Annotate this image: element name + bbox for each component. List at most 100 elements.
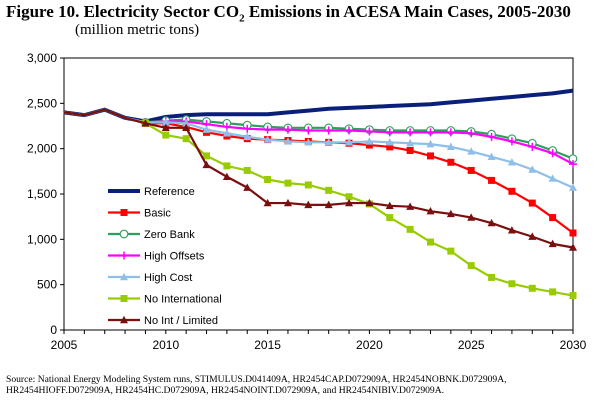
legend-item-basic: Basic [108, 208, 171, 220]
high-cost-point [345, 138, 354, 146]
no-int-limited-point [222, 172, 231, 180]
figure-title-suffix: Emissions in ACESA Main Cases, 2005-2030 [244, 2, 571, 21]
basic-point [447, 158, 455, 166]
no-int-limited-point [569, 243, 577, 251]
basic-point [508, 187, 516, 195]
high-cost-point [426, 139, 435, 148]
legend-item-high-offsets: High Offsets [108, 251, 205, 263]
high-offsets-point [426, 128, 435, 137]
no-int-limited-point [243, 183, 252, 191]
high-cost-point [222, 129, 231, 137]
no-int-limited-point [161, 123, 170, 132]
high-offsets-point [467, 129, 476, 138]
figure-title: Figure 10. Electricity Sector CO2 Emissi… [6, 2, 571, 24]
no-international-point [528, 284, 536, 292]
no-int-limited-point [202, 160, 211, 169]
figure-title-subscript: 2 [239, 12, 245, 25]
legend-no-int-limited-point [120, 315, 128, 324]
no-int-limited-point [345, 198, 354, 207]
x-axis: 2005 2010 2015 2020 2025 2030 [51, 330, 587, 352]
y-tick-label: 500 [37, 278, 57, 292]
legend: Reference Basic Zero Bank High Offsets High … [108, 186, 222, 327]
legend-label: No Int / Limited [144, 315, 218, 327]
no-international-point [345, 193, 353, 201]
basic-point [569, 229, 577, 237]
y-tick-label: 2,000 [27, 142, 57, 156]
no-int-limited-point [528, 232, 537, 240]
no-international-point [162, 131, 170, 139]
high-offsets-point [569, 160, 577, 169]
no-int-limited-point [406, 202, 415, 210]
source-note: Source: National Energy Modeling System … [6, 374, 507, 396]
no-int-limited-point [446, 209, 455, 218]
high-offsets-point [304, 126, 313, 135]
no-international-point [325, 186, 333, 194]
no-international-point [467, 262, 475, 270]
legend-item-no-international: No International [108, 294, 222, 306]
high-cost-point [324, 138, 333, 146]
no-int-limited-point [182, 123, 191, 132]
high-cost-point [243, 132, 252, 141]
y-tick-label: 3,000 [27, 51, 57, 65]
high-offsets-point [345, 126, 354, 135]
legend-item-no-int-limited: No Int / Limited [108, 315, 218, 327]
series-no-int-limited [63, 108, 577, 251]
no-int-limited-point [426, 207, 435, 215]
no-international-point [304, 181, 312, 189]
high-offsets-point [365, 127, 374, 136]
legend-label: Basic [144, 208, 171, 220]
legend-item-zero-bank: Zero Bank [108, 229, 195, 241]
x-tick-label: 2025 [458, 338, 485, 352]
high-cost-point [365, 137, 374, 145]
basic-point [365, 141, 373, 149]
basic-point [406, 146, 414, 154]
legend-item-high-cost: High Cost [108, 272, 192, 284]
x-tick-label: 2030 [560, 338, 587, 352]
y-tick-label: 1,500 [27, 187, 57, 201]
high-cost-point [161, 118, 170, 126]
no-int-limited-point [141, 119, 150, 127]
high-offsets-point [324, 126, 333, 135]
legend-zero-bank-point [119, 229, 129, 239]
no-int-limited-point [548, 239, 557, 248]
no-international-point [508, 280, 516, 288]
no-international-point [386, 214, 394, 222]
high-cost-point [182, 119, 191, 127]
high-cost-point [528, 165, 537, 173]
high-offsets-point [487, 132, 496, 141]
legend-label: High Cost [144, 272, 192, 284]
high-cost-point [548, 174, 557, 182]
figure-subtitle: (million metric tons) [75, 22, 200, 38]
x-tick-label: 2010 [152, 338, 179, 352]
high-offsets-point [507, 137, 516, 146]
high-cost-point [304, 138, 313, 146]
high-cost-point [406, 139, 415, 147]
y-tick-label: 2,500 [27, 96, 57, 110]
basic-point [426, 152, 434, 160]
no-int-limited-point [263, 198, 272, 207]
legend-high-offsets-point [120, 251, 128, 260]
y-tick-label: 1,000 [27, 232, 57, 246]
x-tick-label: 2005 [51, 338, 78, 352]
no-int-limited-point [507, 226, 516, 234]
legend-no-international-point [120, 295, 128, 302]
high-offsets-point [528, 142, 537, 151]
x-tick-label: 2020 [356, 338, 383, 352]
no-int-limited-point [467, 213, 476, 221]
high-cost-point [283, 137, 292, 145]
high-cost-point [202, 125, 211, 133]
legend-high-cost-point [120, 272, 128, 281]
high-cost-point [569, 183, 577, 191]
basic-point [467, 166, 475, 174]
high-offsets-point [263, 125, 272, 134]
series-line-no-int-limited [63, 108, 574, 249]
high-cost-point [385, 138, 394, 146]
no-international-point [426, 238, 434, 246]
legend-label: High Offsets [144, 251, 205, 263]
basic-point [528, 199, 536, 207]
no-int-limited-point [283, 198, 292, 207]
high-cost-point [446, 142, 455, 151]
plot-area [63, 57, 574, 331]
series-layer [63, 88, 578, 300]
legend-label: No International [144, 294, 222, 306]
